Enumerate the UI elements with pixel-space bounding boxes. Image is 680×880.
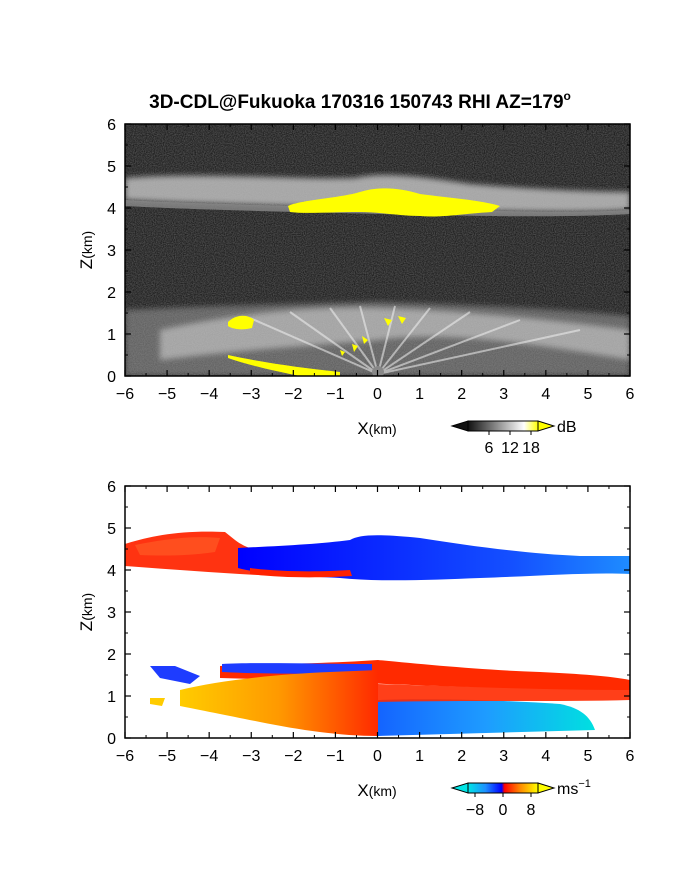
top-ylabel: Z(km) bbox=[77, 231, 96, 269]
y-tick-label: 3 bbox=[107, 605, 116, 622]
x-tick-label: −2 bbox=[284, 748, 302, 765]
lower-layer-receding bbox=[180, 670, 378, 736]
x-tick-label: −2 bbox=[284, 386, 302, 403]
strong-echo-regions bbox=[228, 188, 500, 376]
velocity-colorbar: −8 0 8 ms−1 bbox=[450, 778, 591, 819]
colorbar-tick-label: −8 bbox=[466, 802, 484, 819]
x-tick-label: 4 bbox=[541, 748, 550, 765]
top-axis-ticks: −6 −5 −4 −3 −2 −1 0 1 2 3 4 5 6 0 1 2 3 4 5 6 bbox=[107, 117, 634, 403]
velocity-colorbar-unit: ms−1 bbox=[557, 778, 591, 798]
y-tick-label: 3 bbox=[107, 243, 116, 260]
x-tick-label: −1 bbox=[326, 386, 344, 403]
y-tick-label: 6 bbox=[107, 479, 116, 496]
x-tick-label: −3 bbox=[242, 748, 260, 765]
reflectivity-colorbar-unit: dB bbox=[557, 419, 577, 436]
colorbar-tick-label: 6 bbox=[485, 440, 494, 457]
x-tick-label: 1 bbox=[415, 386, 424, 403]
x-tick-label: 1 bbox=[415, 748, 424, 765]
y-tick-label: 0 bbox=[107, 369, 116, 386]
lower-layer-approaching bbox=[378, 699, 595, 736]
y-tick-label: 1 bbox=[107, 689, 116, 706]
upper-layer-approaching bbox=[238, 535, 630, 581]
y-tick-label: 4 bbox=[107, 563, 116, 580]
x-tick-label: 4 bbox=[541, 386, 550, 403]
reflectivity-field bbox=[125, 124, 630, 376]
reflectivity-colorbar: 6 12 18 dB bbox=[450, 419, 577, 457]
y-tick-label: 5 bbox=[107, 521, 116, 538]
x-tick-label: 0 bbox=[373, 748, 382, 765]
y-tick-label: 0 bbox=[107, 731, 116, 748]
x-tick-label: −3 bbox=[242, 386, 260, 403]
x-tick-label: −6 bbox=[116, 748, 134, 765]
top-xlabel: X(km) bbox=[357, 419, 396, 438]
colorbar-tick-label: 8 bbox=[527, 802, 536, 819]
bottom-axis-ticks: −6 −5 −4 −3 −2 −1 0 1 2 3 4 5 6 0 1 2 3 4 5 6 bbox=[107, 479, 634, 765]
radar-beam-rays bbox=[249, 305, 581, 375]
bottom-ylabel: Z(km) bbox=[77, 593, 96, 631]
velocity-panel: −6 −5 −4 −3 −2 −1 0 1 2 3 4 5 6 0 1 2 3 4 5 6 X(km) Z(km) −… bbox=[77, 479, 635, 819]
x-tick-label: 3 bbox=[499, 748, 508, 765]
y-tick-label: 4 bbox=[107, 201, 116, 218]
bottom-xlabel: X(km) bbox=[357, 781, 396, 800]
x-tick-label: 3 bbox=[499, 386, 508, 403]
x-tick-label: 5 bbox=[583, 748, 592, 765]
x-tick-label: 0 bbox=[373, 386, 382, 403]
y-tick-label: 5 bbox=[107, 159, 116, 176]
y-tick-label: 6 bbox=[107, 117, 116, 134]
colorbar-tick-label: 18 bbox=[522, 440, 540, 457]
velocity-field bbox=[125, 486, 630, 738]
x-tick-label: −4 bbox=[200, 748, 218, 765]
x-tick-label: 2 bbox=[457, 386, 466, 403]
colorbar-tick-label: 12 bbox=[501, 440, 519, 457]
x-tick-label: 5 bbox=[583, 386, 592, 403]
chart-title: 3D-CDL@Fukuoka 170316 150743 RHI AZ=179o bbox=[149, 89, 571, 113]
x-tick-label: −5 bbox=[158, 748, 176, 765]
y-tick-label: 2 bbox=[107, 647, 116, 664]
y-tick-label: 2 bbox=[107, 285, 116, 302]
x-tick-label: 2 bbox=[457, 748, 466, 765]
x-tick-label: −5 bbox=[158, 386, 176, 403]
y-tick-label: 1 bbox=[107, 327, 116, 344]
colorbar-tick-label: 0 bbox=[499, 802, 508, 819]
x-tick-label: 6 bbox=[626, 748, 635, 765]
x-tick-label: −6 bbox=[116, 386, 134, 403]
x-tick-label: −4 bbox=[200, 386, 218, 403]
x-tick-label: −1 bbox=[326, 748, 344, 765]
x-tick-label: 6 bbox=[626, 386, 635, 403]
